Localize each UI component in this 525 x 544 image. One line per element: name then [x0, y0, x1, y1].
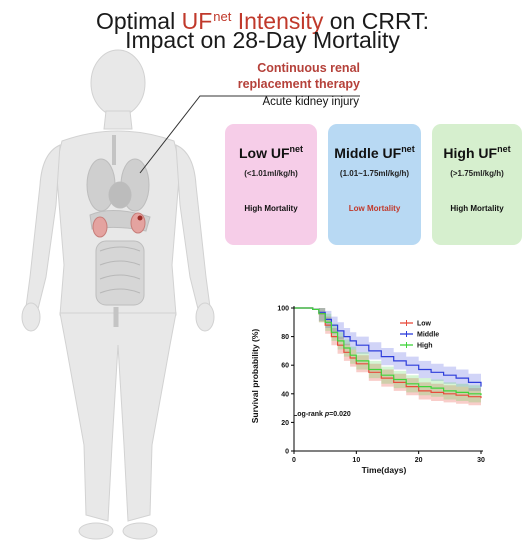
card-high-name: High UF [443, 145, 498, 161]
legend-label-low: Low [417, 321, 432, 328]
y-tick-label: 40 [281, 391, 289, 398]
title-uf: UFnet Intensity [182, 8, 324, 34]
logrank-text: Log-rank p=0.020 [293, 411, 351, 418]
card-high-range: (>1.75ml/kg/h) [450, 169, 504, 178]
title-prefix: Optimal [95, 8, 182, 34]
title-uf-sup: net [213, 9, 232, 24]
card-middle-uf: Middle UFnet (1.01~1.75ml/kg/h) Low Mort… [328, 124, 421, 245]
y-tick-label: 60 [281, 363, 289, 370]
card-low-sup: net [289, 144, 304, 154]
title-intensity: Intensity [231, 8, 324, 34]
crrt-label-line-1: Continuous renal [257, 61, 360, 75]
x-tick-label: 10 [352, 457, 360, 464]
y-tick-label: 0 [285, 449, 289, 456]
x-axis-label: Time(days) [362, 465, 407, 475]
card-middle-name: Middle UF [334, 145, 402, 161]
human-body-illustration [21, 49, 215, 540]
card-middle-sup: net [401, 144, 415, 154]
legend-label-middle: Middle [417, 332, 439, 339]
card-low-heading: Low UFnet [225, 144, 317, 161]
crrt-label-line-2: replacement therapy [237, 77, 360, 91]
card-high-heading: High UFnet [432, 144, 522, 161]
card-low-uf: Low UFnet (<1.01ml/kg/h) High Mortality [225, 124, 317, 245]
aki-label: Acute kidney injury [262, 96, 359, 108]
card-middle-mortality: Low Mortality [348, 204, 401, 213]
x-tick-label: 0 [292, 457, 296, 464]
title-line-1: Optimal UFnet Intensity on CRRT: [0, 3, 525, 35]
survival-chart: 0 20 40 60 80 100 0 10 20 30 Low Middle High Surviv… [250, 306, 485, 476]
crrt-label: Continuous renal replacement therapy [238, 60, 360, 92]
series-line-high [294, 307, 482, 396]
y-tick-label: 100 [277, 306, 289, 313]
x-tick-label: 20 [415, 457, 423, 464]
title-uf-text: UF [181, 8, 213, 34]
card-high-sup: net [497, 144, 511, 154]
legend-label-high: High [417, 343, 433, 350]
card-high-uf: High UFnet (>1.75ml/kg/h) High Mortality [432, 124, 522, 245]
card-middle-heading: Middle UFnet [328, 144, 421, 161]
card-low-name: Low UF [238, 145, 290, 161]
x-tick-label: 30 [477, 457, 485, 464]
card-high-mortality: High Mortality [450, 204, 504, 213]
y-axis-label: Survival probability (%) [250, 329, 260, 424]
logrank-annotation: Log-rank p=0.020 [293, 411, 351, 418]
card-low-range: (<1.01ml/kg/h) [244, 169, 298, 178]
title-line-2: Impact on 28-Day Mortality [125, 27, 400, 53]
card-low-mortality: High Mortality [244, 204, 298, 213]
y-tick-label: 20 [281, 420, 289, 427]
title-suffix: on CRRT: [323, 8, 430, 34]
card-middle-range: (1.01~1.75ml/kg/h) [339, 169, 410, 178]
ci-band-low [294, 308, 481, 407]
ci-band-middle [294, 308, 481, 396]
ci-band-high [294, 308, 481, 404]
y-tick-label: 80 [281, 334, 289, 341]
